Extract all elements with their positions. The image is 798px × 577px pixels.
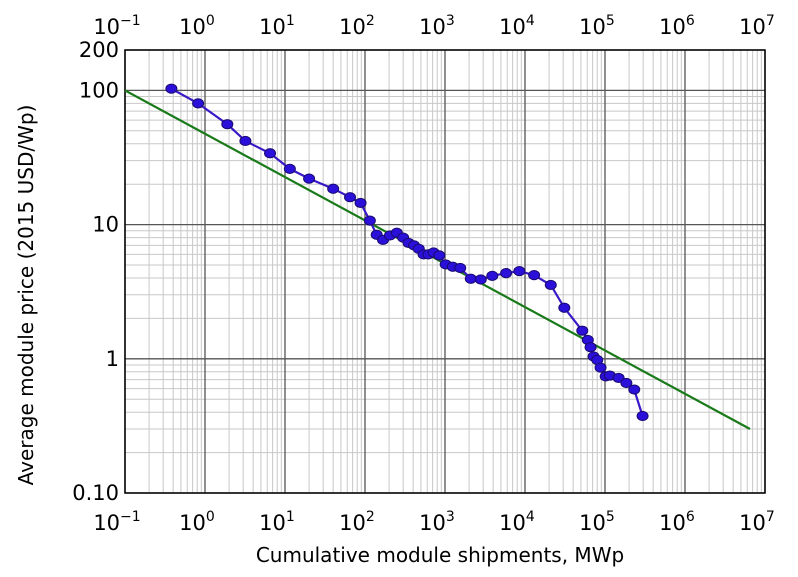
x-tick-label-top: 103 <box>419 13 455 39</box>
data-point <box>620 377 633 389</box>
x-tick-label: 105 <box>579 509 615 535</box>
data-point <box>628 384 641 395</box>
x-tick-label: 101 <box>259 509 295 535</box>
data-point <box>192 98 205 109</box>
data-point <box>221 119 234 130</box>
y-tick-label: 1 <box>106 347 119 371</box>
y-tick-label: 0.10 <box>72 481 119 505</box>
data-point <box>486 270 499 281</box>
x-tick-label-top: 101 <box>259 13 295 39</box>
x-tick-labels-top: 10−1 100 101 102 103 104 105 106 107 <box>93 13 775 39</box>
x-tick-label-top: 105 <box>579 13 615 39</box>
data-point <box>528 270 541 281</box>
x-tick-label: 10−1 <box>93 509 140 535</box>
x-tick-labels-bottom: 10−1 100 101 102 103 104 105 106 107 <box>93 509 775 535</box>
data-point <box>464 273 477 284</box>
data-point <box>283 163 296 175</box>
plot-frame <box>124 49 766 494</box>
x-axis-label: Cumulative module shipments, MWp <box>256 543 624 567</box>
data-point <box>344 192 357 203</box>
data-point <box>264 148 277 159</box>
x-tick-label: 106 <box>659 509 695 535</box>
data-point <box>544 279 557 291</box>
data-point <box>303 173 316 184</box>
x-tick-label-top: 102 <box>339 13 375 39</box>
x-tick-label-top: 107 <box>739 13 775 39</box>
data-point <box>594 362 607 373</box>
data-point <box>584 342 597 353</box>
x-tick-label-top: 100 <box>179 13 215 39</box>
data-point <box>513 266 526 277</box>
x-tick-label-top: 106 <box>659 13 695 39</box>
data-point <box>433 250 446 261</box>
data-point <box>576 325 589 336</box>
data-point <box>636 410 649 422</box>
data-point <box>500 268 513 279</box>
x-tick-label: 107 <box>739 509 775 535</box>
y-tick-label: 100 <box>79 78 119 102</box>
y-tick-label: 200 <box>79 38 119 62</box>
data-point <box>354 197 367 209</box>
x-tick-label: 102 <box>339 509 375 535</box>
x-tick-label: 104 <box>499 509 535 535</box>
data-point <box>165 83 178 94</box>
data-point <box>558 302 571 313</box>
data-point <box>327 183 340 194</box>
major-gridlines <box>124 49 766 494</box>
data-point <box>239 135 252 147</box>
series-layer <box>124 83 751 430</box>
x-tick-label: 103 <box>419 509 455 535</box>
data-point <box>363 215 376 226</box>
y-tick-labels: 0.10 1 10 100 200 <box>72 38 119 505</box>
x-tick-label-top: 104 <box>499 13 535 39</box>
y-axis-label: Average module price (2015 USD/Wp) <box>14 105 38 486</box>
y-tick-label: 10 <box>92 213 119 237</box>
data-point <box>454 262 467 274</box>
x-tick-label: 100 <box>179 509 215 535</box>
x-tick-label-top: 10−1 <box>93 13 140 39</box>
data-point <box>474 274 487 285</box>
